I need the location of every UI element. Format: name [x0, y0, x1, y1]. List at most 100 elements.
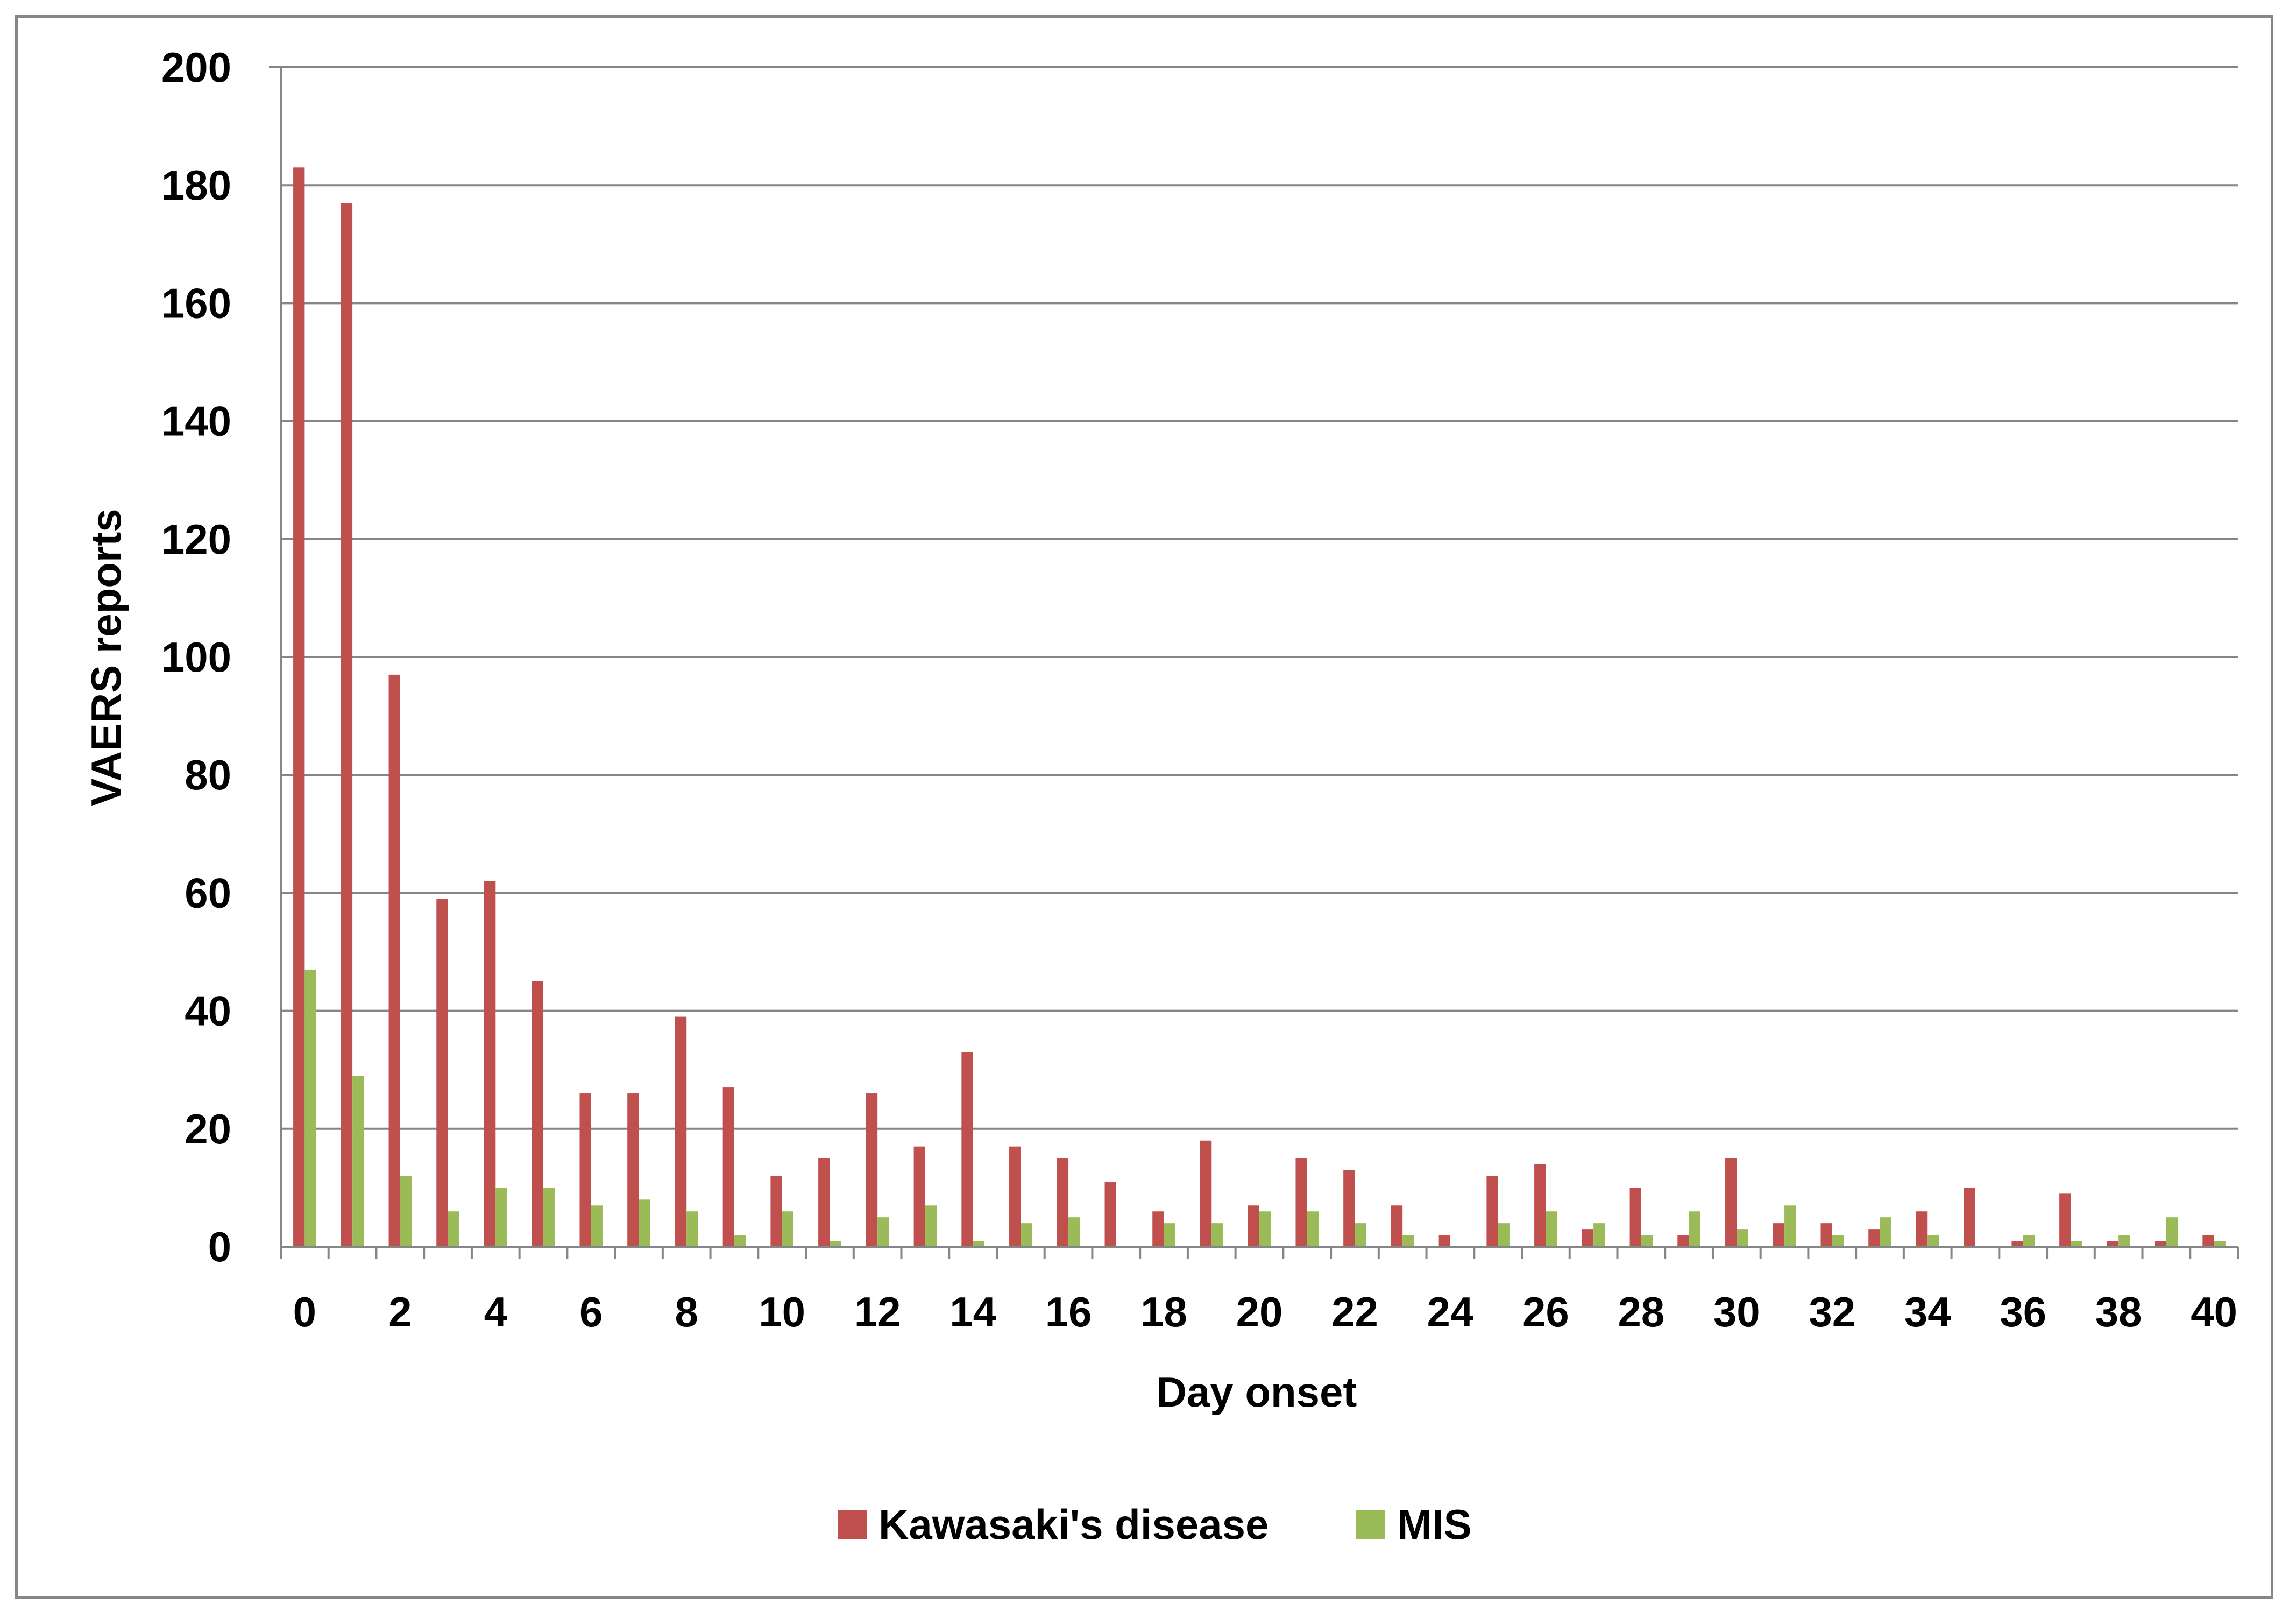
kawasaki-bar — [1725, 1158, 1737, 1247]
y-tick-label: 100 — [161, 633, 231, 681]
x-tick-label: 22 — [1331, 1288, 1378, 1336]
x-tick-label: 24 — [1427, 1288, 1474, 1336]
kawasaki-bar — [913, 1146, 925, 1247]
x-tick-label: 0 — [293, 1288, 316, 1336]
kawasaki-bar — [1629, 1188, 1641, 1247]
kawasaki-bar — [722, 1087, 734, 1247]
mis-bar — [591, 1205, 603, 1247]
x-axis-title: Day onset — [1157, 1368, 1357, 1416]
kawasaki-bar — [818, 1158, 830, 1247]
x-tick-label: 30 — [1713, 1288, 1760, 1336]
y-tick-label: 120 — [161, 515, 231, 563]
kawasaki-bar — [1820, 1223, 1832, 1247]
x-tick-label: 14 — [949, 1288, 996, 1336]
mis-bar — [639, 1199, 650, 1247]
kawasaki-bar — [2155, 1241, 2166, 1247]
mis-bar — [1832, 1235, 1844, 1247]
y-tick-label: 0 — [208, 1223, 231, 1270]
legend-label-kawasaki: Kawasaki's disease — [878, 1501, 1269, 1548]
y-tick-label: 140 — [161, 398, 231, 445]
mis-bar — [1355, 1223, 1366, 1247]
y-tick-label: 40 — [185, 987, 231, 1035]
mis-bar — [1307, 1211, 1319, 1247]
x-tick-label: 4 — [484, 1288, 507, 1336]
mis-bar — [925, 1205, 937, 1247]
y-tick-label: 60 — [185, 869, 231, 916]
y-tick-labels: 0 20 40 60 80 100 120 140 160 180 200 — [161, 44, 231, 1270]
gridlines — [281, 66, 2238, 1130]
mis-bar — [1689, 1211, 1700, 1247]
kawasaki-bar — [1343, 1170, 1355, 1247]
mis-bar — [2166, 1217, 2178, 1247]
x-tick-label: 16 — [1045, 1288, 1092, 1336]
mis-bar — [448, 1211, 459, 1247]
kawasaki-bar — [2107, 1241, 2119, 1247]
mis-bar — [304, 969, 316, 1247]
kawasaki-bar — [627, 1093, 639, 1247]
x-tick-labels: 0 2 4 6 8 10 12 14 16 18 20 22 24 26 28 30 32 34 36 38 40 — [293, 1288, 2237, 1336]
kawasaki-bar — [341, 203, 353, 1247]
y-tick-label: 180 — [161, 161, 231, 209]
x-tick-label: 12 — [854, 1288, 901, 1336]
y-tick-label: 160 — [161, 279, 231, 327]
kawasaki-bar — [388, 674, 400, 1247]
mis-bar — [2023, 1235, 2035, 1247]
mis-bar — [2118, 1235, 2130, 1247]
mis-bar — [400, 1176, 412, 1247]
x-tick-label: 34 — [1904, 1288, 1951, 1336]
x-tick-label: 38 — [2095, 1288, 2142, 1336]
kawasaki-bar — [436, 899, 448, 1247]
x-tick-label: 32 — [1809, 1288, 1855, 1336]
mis-bar — [495, 1188, 507, 1247]
mis-bar — [352, 1076, 364, 1247]
mis-bar — [734, 1235, 746, 1247]
axes — [269, 66, 2239, 1259]
mis-bar — [1546, 1211, 1557, 1247]
mis-bar — [1880, 1217, 1891, 1247]
kawasaki-bar — [2059, 1193, 2071, 1247]
x-tick-label: 10 — [759, 1288, 805, 1336]
x-tick-label: 26 — [1522, 1288, 1569, 1336]
kawasaki-bar — [1773, 1223, 1785, 1247]
kawasaki-bar — [1391, 1205, 1403, 1247]
mis-bar — [1927, 1235, 1939, 1247]
mis-bar — [686, 1211, 698, 1247]
legend-swatch-kawasaki — [838, 1510, 867, 1539]
mis-bar — [2071, 1241, 2082, 1247]
y-tick-label: 80 — [185, 751, 231, 799]
kawasaki-bar — [770, 1176, 782, 1247]
mis-bar — [830, 1241, 841, 1247]
kawasaki-bar — [1295, 1158, 1307, 1247]
mis-bar — [1784, 1205, 1796, 1247]
kawasaki-bar — [1248, 1205, 1259, 1247]
y-tick-label: 200 — [161, 44, 231, 91]
y-axis-title: VAERS reports — [82, 508, 130, 806]
kawasaki-bar — [1152, 1211, 1164, 1247]
mis-bar — [1498, 1223, 1510, 1247]
mis-bar — [1068, 1217, 1080, 1247]
x-tick-label: 18 — [1140, 1288, 1187, 1336]
kawasaki-bar — [1009, 1146, 1021, 1247]
x-tick-label: 40 — [2191, 1288, 2237, 1336]
kawasaki-bar — [484, 881, 496, 1247]
kawasaki-bar — [1677, 1235, 1689, 1247]
x-tick-label: 20 — [1236, 1288, 1283, 1336]
kawasaki-bar — [866, 1093, 878, 1247]
kawasaki-bar — [579, 1093, 591, 1247]
legend-label-mis: MIS — [1397, 1501, 1472, 1548]
x-tick-label: 6 — [579, 1288, 603, 1336]
kawasaki-bar — [1104, 1182, 1116, 1247]
kawasaki-bar — [961, 1052, 973, 1247]
kawasaki-bar — [1916, 1211, 1928, 1247]
mis-bar — [1641, 1235, 1653, 1247]
mis-bar — [1402, 1235, 1414, 1247]
bars — [293, 167, 2226, 1247]
x-tick-label: 2 — [388, 1288, 412, 1336]
kawasaki-bar — [1964, 1188, 1975, 1247]
kawasaki-bar — [1582, 1229, 1594, 1247]
kawasaki-bar — [1438, 1235, 1450, 1247]
mis-bar — [1737, 1229, 1748, 1247]
mis-bar — [1021, 1223, 1032, 1247]
kawasaki-bar — [1486, 1176, 1498, 1247]
